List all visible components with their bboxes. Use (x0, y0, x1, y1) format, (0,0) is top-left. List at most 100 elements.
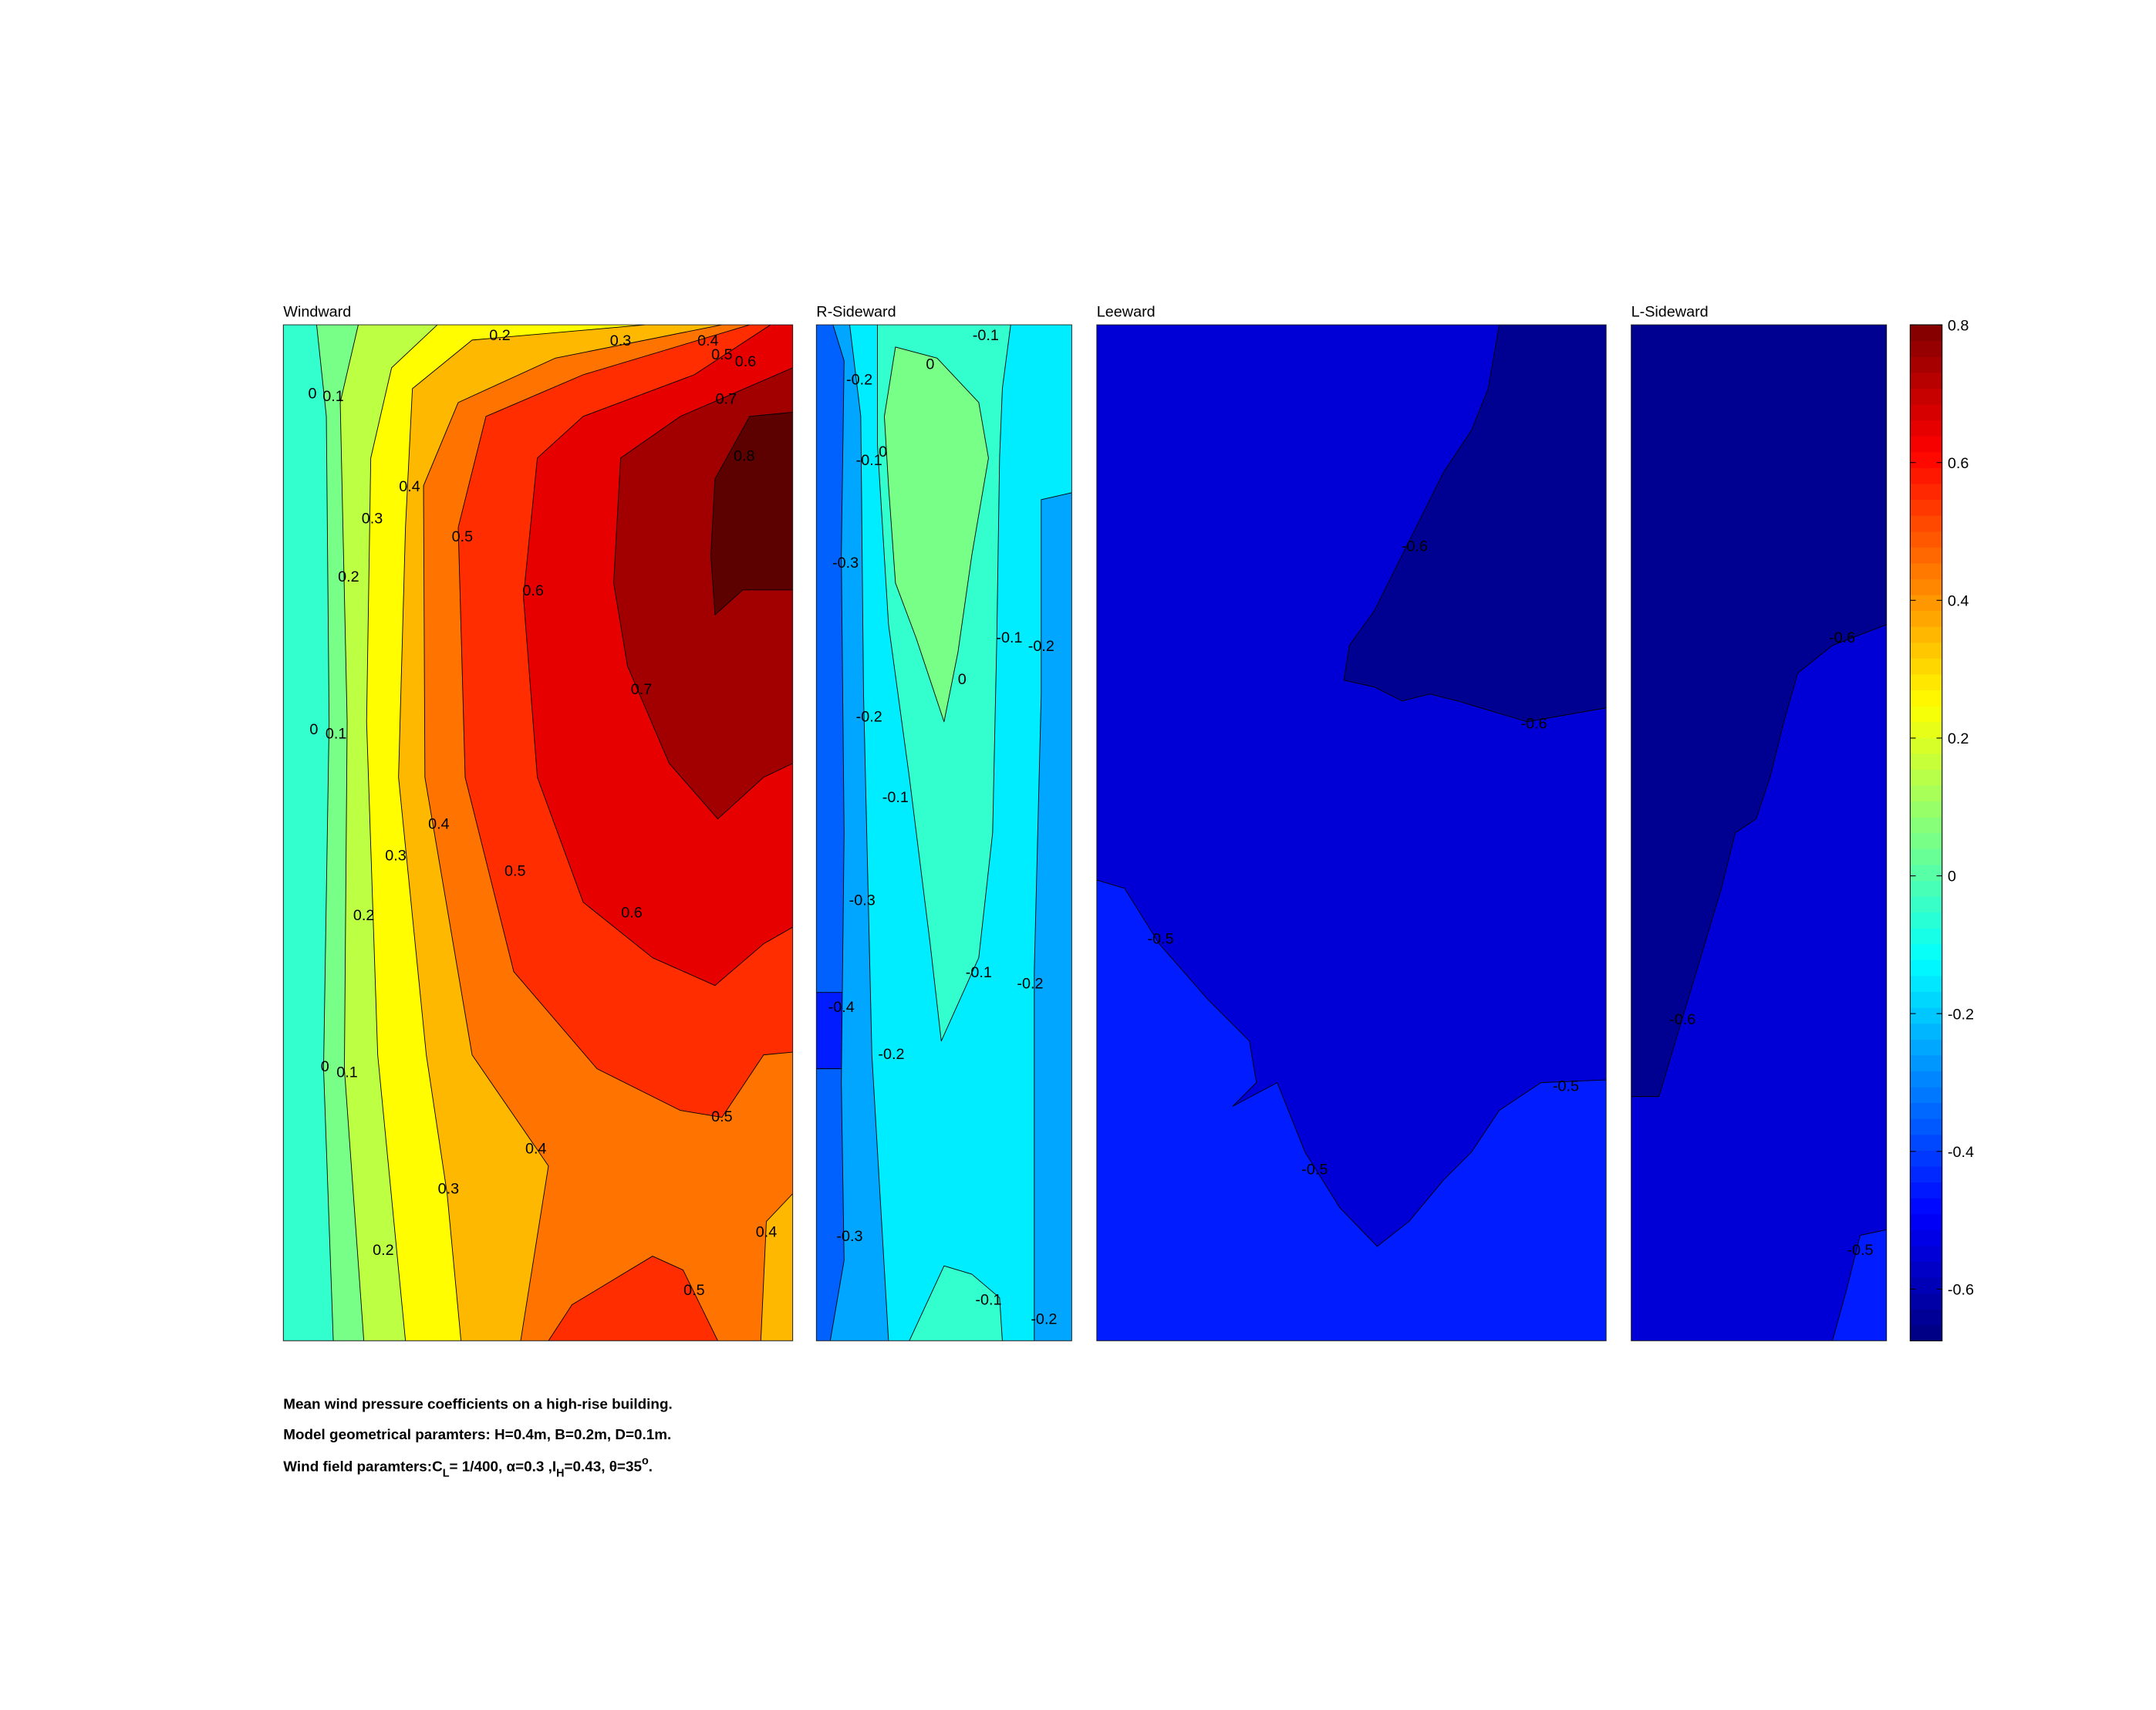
colorbar-step (1910, 436, 1942, 453)
contour-label: -0.2 (1017, 975, 1043, 992)
contour-label: 0.2 (353, 907, 375, 924)
contour-label: -0.5 (1553, 1078, 1579, 1094)
contour-label: -0.6 (1829, 629, 1855, 646)
colorbar-step (1910, 1039, 1942, 1056)
colorbar-tick-label: -0.4 (1948, 1144, 1974, 1161)
colorbar-step (1910, 515, 1942, 532)
contour-label: 0.3 (610, 332, 632, 349)
contour-label: 0.5 (711, 1108, 733, 1125)
colorbar-step (1910, 626, 1942, 643)
panel-frame (1096, 324, 1607, 1341)
caption-part: H (556, 1468, 564, 1480)
contour-label: 0.1 (322, 388, 343, 405)
colorbar-step (1910, 832, 1942, 849)
contour-label: 0 (958, 671, 967, 688)
colorbar-step (1910, 1324, 1942, 1341)
contour-label: -0.1 (856, 452, 882, 469)
contour-label: 0 (926, 356, 934, 373)
contour-label: -0.5 (1847, 1242, 1873, 1259)
caption-part: = 1/400, α=0.3 ,I (449, 1459, 556, 1475)
colorbar-step (1910, 1261, 1942, 1278)
colorbar-step (1910, 1054, 1942, 1071)
contour-label: 0 (321, 1058, 329, 1075)
contour-panel: L-Sideward -0.6 -0.6 -0.5 (1631, 303, 1888, 1341)
colorbar-tick-label: 0 (1948, 868, 1956, 885)
colorbar-step (1910, 753, 1942, 770)
colorbar-tick-label: -0.2 (1948, 1006, 1974, 1023)
caption-line: Wind field paramters:CL= 1/400, α=0.3 ,I… (283, 1455, 653, 1479)
colorbar-step (1910, 928, 1942, 945)
colorbar-step (1910, 1309, 1942, 1326)
contour-label: -0.5 (1301, 1161, 1328, 1178)
contour-label: 0.4 (697, 332, 718, 349)
contour-label: 0.6 (522, 582, 544, 599)
panel-frame (282, 324, 794, 1341)
colorbar-tick-label: -0.6 (1948, 1282, 1974, 1299)
contour-label: 0 (309, 721, 318, 738)
contour-label: 0.5 (504, 862, 526, 879)
contour-label: -0.1 (996, 629, 1022, 646)
contour-region (710, 412, 793, 616)
contour-label: 0.5 (452, 528, 474, 545)
colorbar-step (1910, 451, 1942, 468)
colorbar-step (1910, 817, 1942, 834)
colorbar-step (1910, 801, 1942, 818)
contour-label: 0.6 (621, 904, 643, 921)
colorbar-step (1910, 912, 1942, 929)
colorbar-step (1910, 372, 1942, 389)
contour-label: -0.2 (1028, 638, 1054, 655)
panel-title: Leeward (1097, 303, 1156, 320)
colorbar-step (1910, 784, 1942, 802)
colorbar-step (1910, 1229, 1942, 1246)
contour-label: 0 (879, 444, 887, 460)
colorbar-step (1910, 975, 1942, 993)
colorbar-step (1910, 896, 1942, 913)
contour-label: -0.3 (849, 892, 876, 909)
colorbar-step (1910, 483, 1942, 501)
panel-body (816, 325, 1072, 1341)
colorbar-step (1910, 1245, 1942, 1262)
contour-label: 0 (309, 385, 317, 402)
contour-label: -0.2 (1031, 1311, 1057, 1328)
colorbar-step (1910, 1071, 1942, 1088)
panel-body (1631, 325, 1887, 1341)
panel-frame (1631, 324, 1888, 1341)
colorbar-step (1910, 880, 1942, 897)
colorbar-step (1910, 1150, 1942, 1167)
contour-label: 0.1 (336, 1064, 358, 1081)
panel-frame (815, 324, 1072, 1341)
colorbar-step (1910, 499, 1942, 516)
contour-label: -0.4 (828, 999, 855, 1016)
contour-region (1631, 325, 1887, 1098)
colorbar-step (1910, 1165, 1942, 1183)
contour-region (1832, 1229, 1887, 1341)
contour-label: -0.1 (975, 1292, 1001, 1309)
contour-label: -0.2 (856, 709, 882, 726)
colorbar-step (1910, 388, 1942, 405)
contour-label: 0.4 (399, 478, 420, 495)
contour-label: 0.4 (756, 1223, 778, 1240)
panel-title: L-Sideward (1631, 303, 1709, 320)
colorbar-step (1910, 1277, 1942, 1294)
panel-title: Windward (283, 303, 351, 320)
contour-region (1096, 879, 1607, 1341)
contour-region (548, 1256, 718, 1341)
colorbar-step (1910, 467, 1942, 484)
colorbar-step (1910, 658, 1942, 675)
colorbar-step (1910, 403, 1942, 421)
caption-line: Model geometrical paramters: H=0.4m, B=0… (283, 1427, 671, 1443)
contour-label: -0.1 (882, 789, 909, 806)
contour-label: 0.5 (683, 1282, 705, 1299)
colorbar-step (1910, 642, 1942, 659)
contour-label: -0.2 (846, 371, 872, 388)
caption-part: Wind field paramters:C (283, 1459, 443, 1475)
colorbar-tick-label: 0.8 (1948, 317, 1969, 334)
contour-region (909, 1265, 1003, 1341)
caption-line: Mean wind pressure coefficients on a hig… (283, 1397, 672, 1413)
contour-panel: Leeward -0.6 -0.6 -0.5 -0.5 -0.5 (1096, 303, 1607, 1341)
contour-label: 0.3 (385, 848, 407, 865)
colorbar-step (1910, 769, 1942, 786)
contour-label: 0.7 (631, 681, 653, 698)
